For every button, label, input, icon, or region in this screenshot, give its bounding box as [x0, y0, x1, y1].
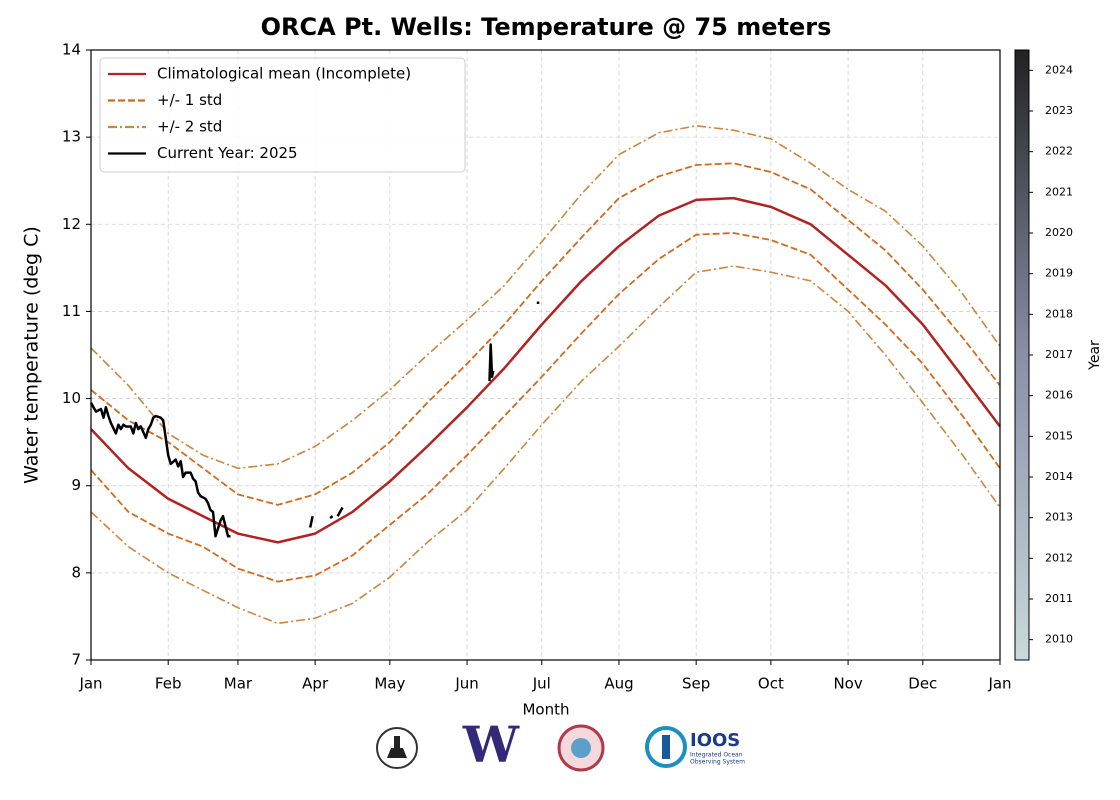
colorbar [1014, 49, 1030, 661]
line-series [90, 196, 1001, 544]
line-series [90, 125, 1001, 470]
logo-circle [571, 738, 591, 758]
y-tick-label: 13 [62, 128, 81, 146]
logo-bar [662, 735, 670, 759]
x-tick-label: Jan [78, 675, 102, 693]
y-tick-label: 7 [71, 651, 81, 669]
line-series [90, 265, 1001, 625]
plot-frame [90, 49, 1001, 661]
x-tick-label: Nov [833, 675, 862, 693]
legend-box [99, 57, 466, 173]
colorbar-tick-label: 2013 [1045, 511, 1073, 524]
legend-label: Current Year: 2025 [157, 144, 298, 162]
colorbar-tick-label: 2024 [1045, 63, 1073, 76]
line-series [89, 301, 540, 538]
colorbar-tick-label: 2017 [1045, 348, 1073, 361]
x-axis-label: Month [522, 701, 569, 719]
colorbar-tick-label: 2021 [1045, 185, 1073, 198]
y-axis-label: Water temperature (deg C) [21, 226, 43, 484]
x-tick-label: May [374, 675, 405, 693]
x-tick-label: Jun [454, 675, 478, 693]
x-tick-label: Oct [758, 675, 784, 693]
colorbar-tick-label: 2015 [1045, 429, 1073, 442]
y-tick-label: 14 [62, 41, 81, 59]
chart-title: ORCA Pt. Wells: Temperature @ 75 meters [261, 13, 832, 41]
x-tick-label: Feb [155, 675, 182, 693]
y-tick-label: 8 [71, 563, 81, 581]
colorbar-tick-label: 2023 [1045, 104, 1073, 117]
colorbar-tick-label: 2014 [1045, 470, 1073, 483]
logo-text: IOOS [690, 730, 740, 751]
y-tick-label: 9 [71, 476, 81, 494]
logo-lighthouse [387, 736, 407, 758]
colorbar-tick-label: 2018 [1045, 307, 1073, 320]
legend-label: +/- 1 std [157, 91, 222, 109]
line-series [90, 162, 1001, 506]
legend-label: Climatological mean (Incomplete) [157, 65, 411, 83]
y-tick-label: 12 [62, 215, 81, 233]
legend-label: +/- 2 std [157, 118, 222, 136]
y-tick-label: 10 [62, 389, 81, 407]
x-tick-label: Apr [302, 675, 329, 693]
line-series [90, 232, 1001, 583]
x-tick-label: Jan [987, 675, 1011, 693]
logo-text: Observing System [690, 759, 745, 766]
logo-text: Integrated Ocean [690, 752, 743, 759]
colorbar-label: Year [1087, 340, 1103, 371]
x-tick-label: Dec [908, 675, 937, 693]
logos: W IOOS Integrated Ocean Observing System [376, 715, 745, 774]
colorbar-tick-label: 2020 [1045, 226, 1073, 239]
logo-w: W [462, 715, 520, 774]
colorbar-tick-label: 2011 [1045, 592, 1073, 605]
x-tick-label: Jul [532, 675, 551, 693]
colorbar-tick-label: 2022 [1045, 145, 1073, 158]
y-tick-label: 11 [62, 302, 81, 320]
x-tick-label: Sep [682, 675, 710, 693]
colorbar-tick-label: 2016 [1045, 389, 1073, 402]
x-tick-label: Mar [224, 675, 253, 693]
colorbar-tick-label: 2012 [1045, 551, 1073, 564]
colorbar-tick-label: 2010 [1045, 633, 1073, 646]
colorbar-tick-label: 2019 [1045, 267, 1073, 280]
x-tick-label: Aug [604, 675, 633, 693]
